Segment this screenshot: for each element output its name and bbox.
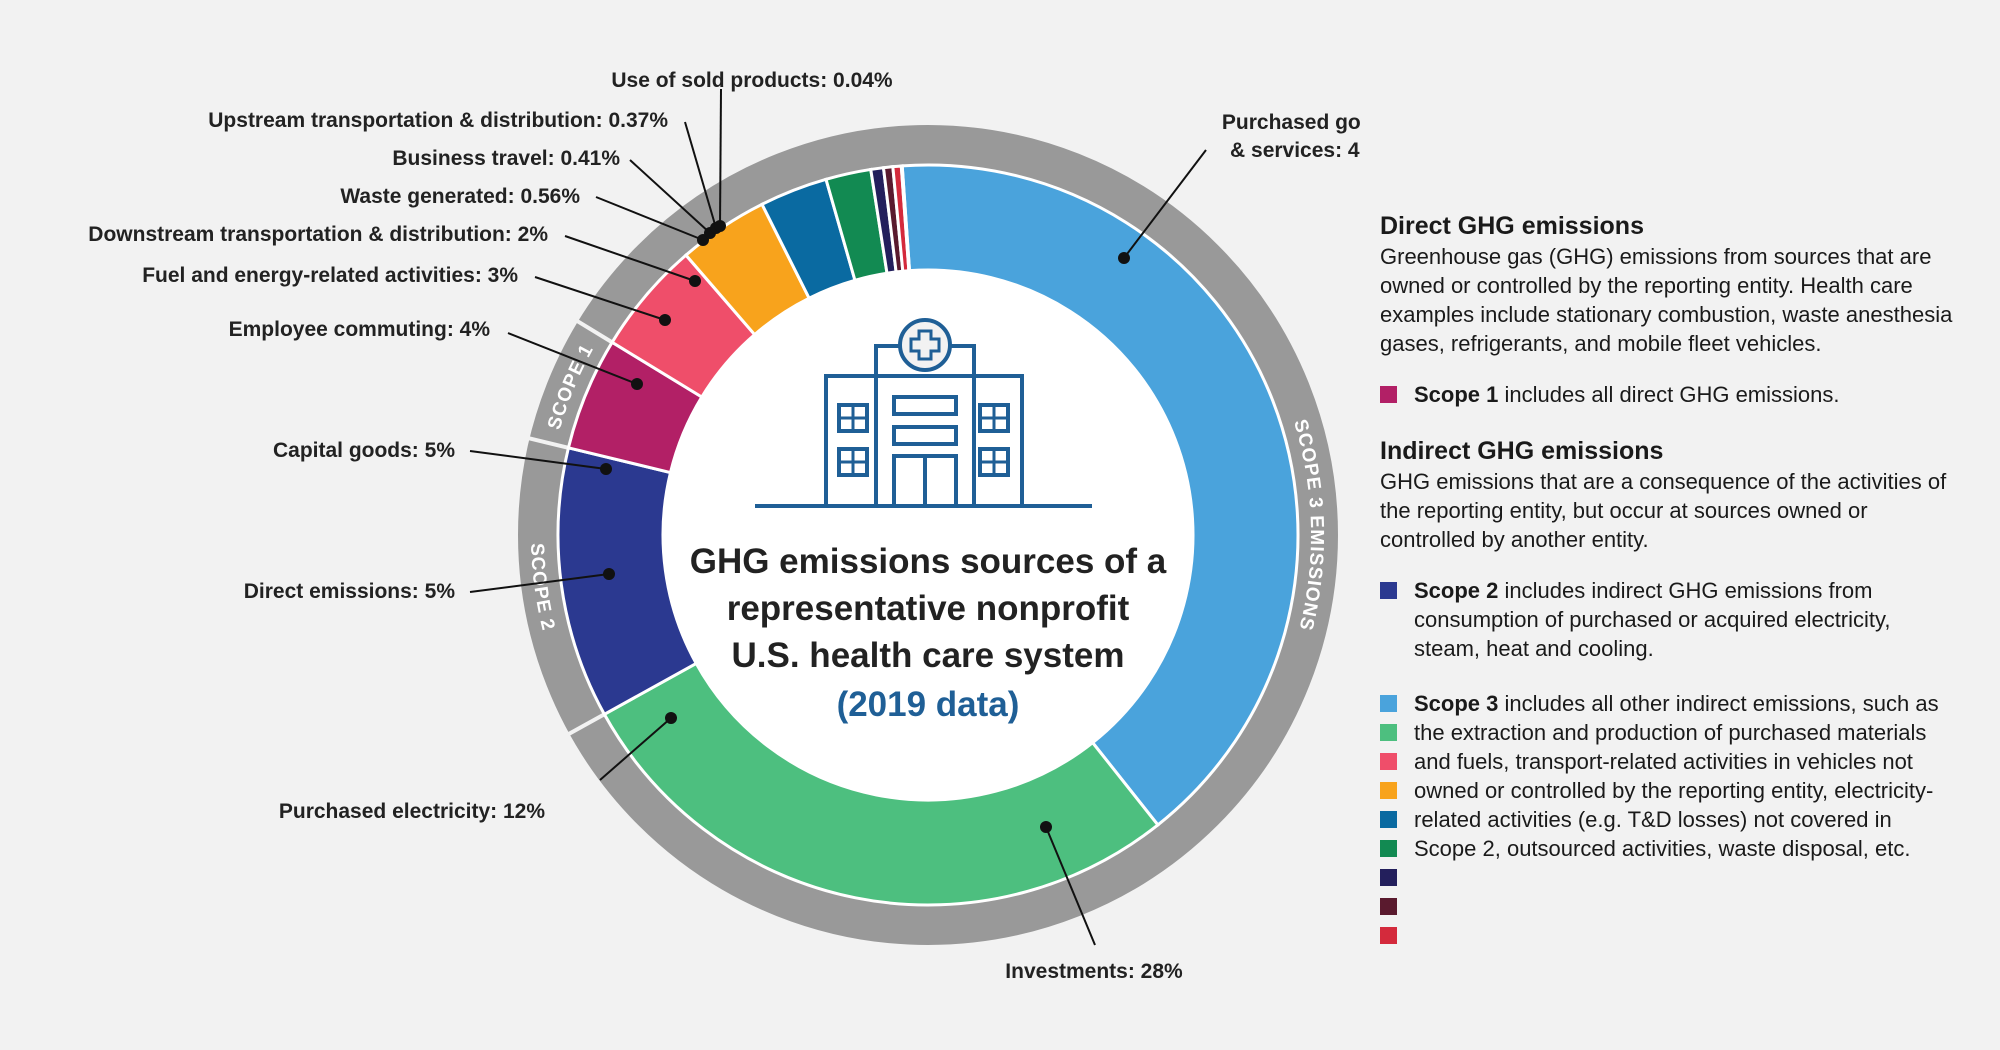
scope-1-text: includes all direct GHG emissions.: [1498, 382, 1840, 407]
chart-title-line-3: U.S. health care system: [732, 636, 1125, 675]
direct-emissions-description: Greenhouse gas (GHG) emissions from sour…: [1380, 244, 1953, 356]
scope-1-label: Scope 1: [1414, 382, 1499, 407]
scope-3-swatch: [1380, 753, 1397, 770]
scope-1-swatch: [1380, 386, 1397, 403]
slice-label-employee-commuting: Employee commuting: 4%: [229, 318, 491, 341]
leader-dot-downstream-transportation-and-distribution: [689, 275, 701, 287]
slice-label-investments: Investments: 28%: [1005, 960, 1183, 983]
leader-dot-use-of-sold-products: [714, 220, 726, 232]
scope-3-swatch: [1380, 695, 1397, 712]
scope-2-text: includes indirect GHG emissions from con…: [1414, 578, 1891, 661]
leader-line-purchased-goods-and-services: [1123, 149, 1207, 259]
leader-line-upstream-transportation-and-distribution: [684, 121, 717, 229]
scope-3-swatch: [1380, 724, 1397, 741]
scope-ring-band: [518, 125, 1338, 945]
slice-label-business-travel: Business travel: 0.41%: [392, 147, 620, 170]
leader-line-direct-emissions: [469, 573, 610, 593]
scope-3-swatch: [1380, 811, 1397, 828]
slice-label-direct-emissions: Direct emissions: 5%: [244, 580, 456, 603]
leader-line-employee-commuting: [507, 332, 638, 385]
leader-dot-capital-goods: [600, 463, 612, 475]
slice-label-upstream-transportation-and-distribution: Upstream transportation & distribution: …: [208, 109, 668, 132]
donut-hole: [663, 270, 1193, 800]
legend-panel: Direct GHG emissions Greenhouse gas (GHG…: [1380, 210, 1960, 944]
scope-3-text: includes all other indirect emissions, s…: [1414, 691, 1939, 861]
scope-3-swatches: [1380, 695, 1397, 956]
donut-slices: [556, 163, 1300, 907]
scope-2-swatch: [1380, 582, 1397, 599]
chart-subtitle: (2019 data): [837, 685, 1020, 724]
direct-emissions-heading: Direct GHG emissions: [1380, 212, 1644, 240]
leader-dot-purchased-goods-and-services: [1118, 252, 1130, 264]
leader-dot-fuel-and-energy-related-activities: [659, 314, 671, 326]
scope-3-swatch: [1380, 869, 1397, 886]
leader-line-purchased-electricity: [599, 717, 672, 781]
slice-label-downstream-transportation-and-distribution: Downstream transportation & distribution…: [88, 223, 548, 246]
slice-label-purchased-electricity: Purchased electricity: 12%: [279, 800, 545, 823]
leader-line-use-of-sold-products: [719, 88, 722, 227]
leader-line-capital-goods: [469, 450, 607, 470]
leader-dot-investments: [1040, 821, 1052, 833]
leader-dot-employee-commuting: [631, 378, 643, 390]
leader-line-fuel-and-energy-related-activities: [534, 276, 666, 321]
slice-label-use-of-sold-products: Use of sold products: 0.04%: [611, 69, 893, 92]
leader-lines: [469, 88, 1207, 946]
chart-title-line-2: representative nonprofit: [727, 589, 1130, 628]
scope-3-swatch: [1380, 927, 1397, 944]
leader-line-downstream-transportation-and-distribution: [564, 235, 696, 282]
slice-label-capital-goods: Capital goods: 5%: [273, 439, 455, 462]
scope-2-label: Scope 2: [1414, 578, 1499, 603]
slice-label-fuel-and-energy-related-activities: Fuel and energy-related activities: 3%: [142, 264, 518, 287]
indirect-emissions-heading: Indirect GHG emissions: [1380, 437, 1664, 465]
leader-dot-direct-emissions: [603, 568, 615, 580]
slice-labels: Purchased goods& services: 41% Investment…: [88, 69, 1360, 983]
scope-3-swatch: [1380, 782, 1397, 799]
scope-2-legend-item: Scope 2 includes indirect GHG emissions …: [1380, 576, 1960, 663]
leader-line-waste-generated: [595, 196, 704, 241]
scope-3-label: Scope 3: [1414, 691, 1499, 716]
scope-3-swatch: [1380, 840, 1397, 857]
scope-1-legend-item: Scope 1 includes all direct GHG emission…: [1380, 380, 1960, 409]
scope-3-swatch: [1380, 898, 1397, 915]
slice-label-purchased-goods-and-services: Purchased goods& services: 41%: [1222, 111, 1360, 162]
leader-line-investments: [1045, 826, 1096, 946]
hospital-icon: [755, 318, 1092, 508]
indirect-emissions-description: GHG emissions that are a consequence of …: [1380, 469, 1947, 552]
leader-dot-purchased-electricity: [665, 712, 677, 724]
slice-label-waste-generated: Waste generated: 0.56%: [340, 185, 580, 208]
chart-title-line-1: GHG emissions sources of a: [690, 542, 1167, 581]
leader-line-business-travel: [629, 159, 711, 234]
scope-3-legend-item: Scope 3 includes all other indirect emis…: [1380, 689, 1960, 944]
